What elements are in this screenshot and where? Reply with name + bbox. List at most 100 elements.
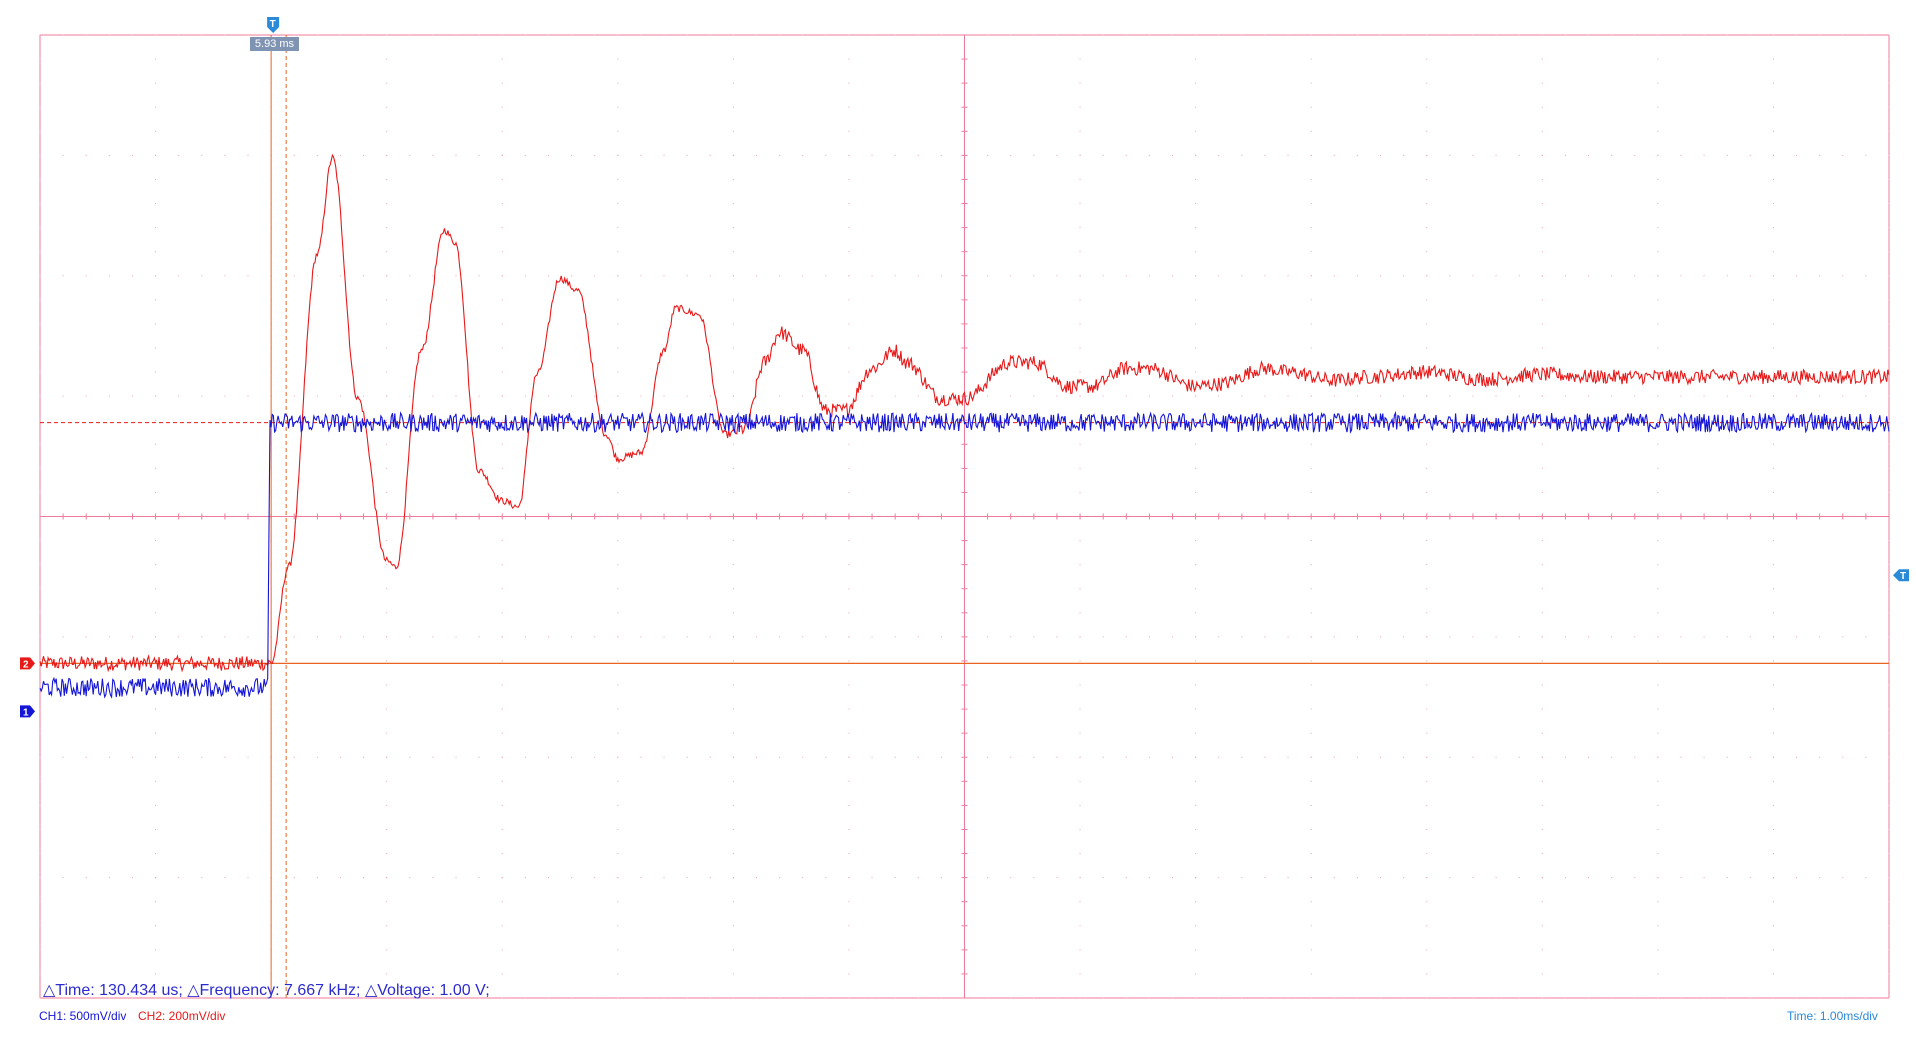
ch2-ground-marker[interactable]: 2: [20, 657, 35, 670]
grid-dot: [848, 804, 850, 806]
grid-dot: [894, 275, 896, 277]
grid-dot: [1657, 780, 1659, 782]
grid-dot: [1079, 684, 1081, 686]
grid-dot: [1541, 973, 1543, 975]
grid-dot: [1842, 756, 1844, 758]
grid-dot: [1703, 756, 1705, 758]
grid-dot: [39, 660, 41, 662]
grid-dot: [39, 58, 41, 60]
grid-dot: [1541, 949, 1543, 951]
grid-dot: [1772, 853, 1774, 855]
grid-dot: [1079, 925, 1081, 927]
grid-dot: [594, 877, 596, 879]
grid-dot: [1079, 828, 1081, 830]
grid-dot: [1079, 178, 1081, 180]
grid-dot: [848, 106, 850, 108]
grid-dot: [617, 34, 619, 36]
grid-dot: [62, 877, 64, 879]
grid-dot: [940, 636, 942, 638]
grid-dot: [547, 34, 549, 36]
grid-dot: [1703, 636, 1705, 638]
grid-dot: [617, 588, 619, 590]
grid-dot: [1403, 756, 1405, 758]
grid-dot: [247, 756, 249, 758]
grid-dot: [1657, 395, 1659, 397]
grid-dot: [155, 34, 157, 36]
grid-dot: [363, 34, 365, 36]
grid-dot: [1541, 154, 1543, 156]
grid-dot: [293, 34, 295, 36]
grid-dot: [848, 997, 850, 999]
grid-dot: [1310, 877, 1312, 879]
grid-dot: [39, 708, 41, 710]
grid-dot: [1796, 877, 1798, 879]
grid-dot: [1310, 901, 1312, 903]
ch1-ground-marker[interactable]: 1: [20, 705, 35, 718]
grid-dot: [1726, 877, 1728, 879]
grid-dot: [1380, 34, 1382, 36]
grid-dot: [1079, 203, 1081, 205]
grid-dot: [39, 804, 41, 806]
grid-dot: [339, 997, 341, 999]
grid-dot: [1079, 491, 1081, 493]
grid-dot: [1657, 371, 1659, 373]
grid-dot: [617, 660, 619, 662]
grid-dot: [755, 997, 757, 999]
grid-dot: [617, 275, 619, 277]
grid-dot: [1680, 636, 1682, 638]
channel-markers[interactable]: 2 1 T T: [20, 17, 1909, 718]
grid-dot: [131, 877, 133, 879]
grid-dot: [131, 756, 133, 758]
grid-dot: [755, 395, 757, 397]
grid-dot: [1426, 275, 1428, 277]
grid-dot: [178, 395, 180, 397]
grid-dot: [848, 564, 850, 566]
grid-dot: [386, 443, 388, 445]
grid-dot: [1287, 275, 1289, 277]
trigger-position-marker[interactable]: T: [267, 17, 280, 33]
grid-dot: [617, 154, 619, 156]
grid-dot: [155, 106, 157, 108]
grid-dot: [732, 804, 734, 806]
grid-dot: [39, 323, 41, 325]
grid-dot: [501, 34, 503, 36]
grid-dot: [732, 780, 734, 782]
grid-dot: [1772, 58, 1774, 60]
grid-dot: [1726, 154, 1728, 156]
grid-dot: [1333, 997, 1335, 999]
grid-dot: [1195, 949, 1197, 951]
grid-dot: [1079, 154, 1081, 156]
grid-dot: [155, 275, 157, 277]
grid-dot: [1495, 395, 1497, 397]
grid-dot: [663, 34, 665, 36]
grid-dot: [848, 82, 850, 84]
trigger-level-marker[interactable]: T: [1893, 569, 1909, 582]
grid-dot: [409, 997, 411, 999]
grid-dot: [686, 395, 688, 397]
grid-dot: [178, 275, 180, 277]
grid-dot: [1842, 154, 1844, 156]
grid-dot: [1426, 828, 1428, 830]
grid-dot: [1564, 154, 1566, 156]
grid-dot: [1680, 756, 1682, 758]
grid-dot: [155, 925, 157, 927]
grid-dot: [386, 973, 388, 975]
grid-dot: [1195, 130, 1197, 132]
grid-dot: [62, 756, 64, 758]
grid-dot: [1657, 828, 1659, 830]
grid-dot: [617, 203, 619, 205]
grid-dot: [155, 203, 157, 205]
grid-dot: [1310, 371, 1312, 373]
grid-dot: [1634, 275, 1636, 277]
grid-dot: [617, 130, 619, 132]
grid-dot: [501, 371, 503, 373]
grid-dot: [1634, 997, 1636, 999]
grid-dot: [1564, 34, 1566, 36]
grid-dot: [1657, 804, 1659, 806]
grid-dot: [293, 997, 295, 999]
grid-dot: [1079, 251, 1081, 253]
grid-dot: [594, 275, 596, 277]
grid-dot: [848, 178, 850, 180]
grid-dot: [1287, 756, 1289, 758]
grid-dot: [1749, 877, 1751, 879]
